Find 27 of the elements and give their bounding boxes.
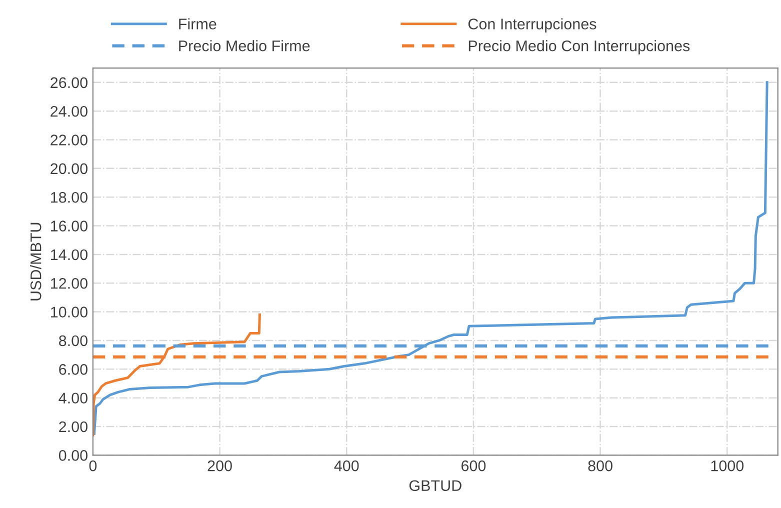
x-tick-label: 0 bbox=[89, 460, 97, 472]
y-tick-label: 6.00 bbox=[59, 364, 88, 375]
y-tick-label: 18.00 bbox=[51, 192, 88, 203]
x-axis-title: GBTUD bbox=[409, 480, 462, 492]
legend-label: Precio Medio Firme bbox=[179, 40, 310, 52]
y-tick-label: 14.00 bbox=[51, 249, 88, 260]
y-tick-label: 8.00 bbox=[59, 335, 88, 346]
legend-label: Precio Medio Con Interrupciones bbox=[468, 40, 690, 54]
x-tick-label: 1000 bbox=[711, 460, 744, 472]
line-series bbox=[92, 81, 768, 435]
y-axis-title: USD/MBTU bbox=[30, 222, 42, 300]
y-tick-label: 26.00 bbox=[50, 77, 88, 88]
y-tick-label: 16.00 bbox=[51, 220, 88, 232]
x-tick-label: 800 bbox=[588, 460, 612, 472]
y-tick-label: 20.00 bbox=[50, 163, 88, 174]
x-tick-label: 600 bbox=[461, 460, 486, 472]
legend-label: Firme bbox=[179, 18, 216, 30]
y-tick-label: 0.00 bbox=[58, 450, 88, 461]
x-tick-label: 400 bbox=[334, 460, 359, 472]
y-tick-label: 10.00 bbox=[51, 306, 88, 318]
y-tick-label: 4.00 bbox=[58, 392, 88, 404]
y-tick-label: 12.00 bbox=[51, 278, 88, 289]
legend-label: Con Interrupciones bbox=[468, 18, 596, 32]
y-tick-label: 2.00 bbox=[59, 421, 88, 432]
y-tick-label: 24.00 bbox=[50, 106, 88, 117]
x-tick-label: 200 bbox=[208, 460, 232, 472]
y-tick-label: 22.00 bbox=[50, 134, 88, 146]
